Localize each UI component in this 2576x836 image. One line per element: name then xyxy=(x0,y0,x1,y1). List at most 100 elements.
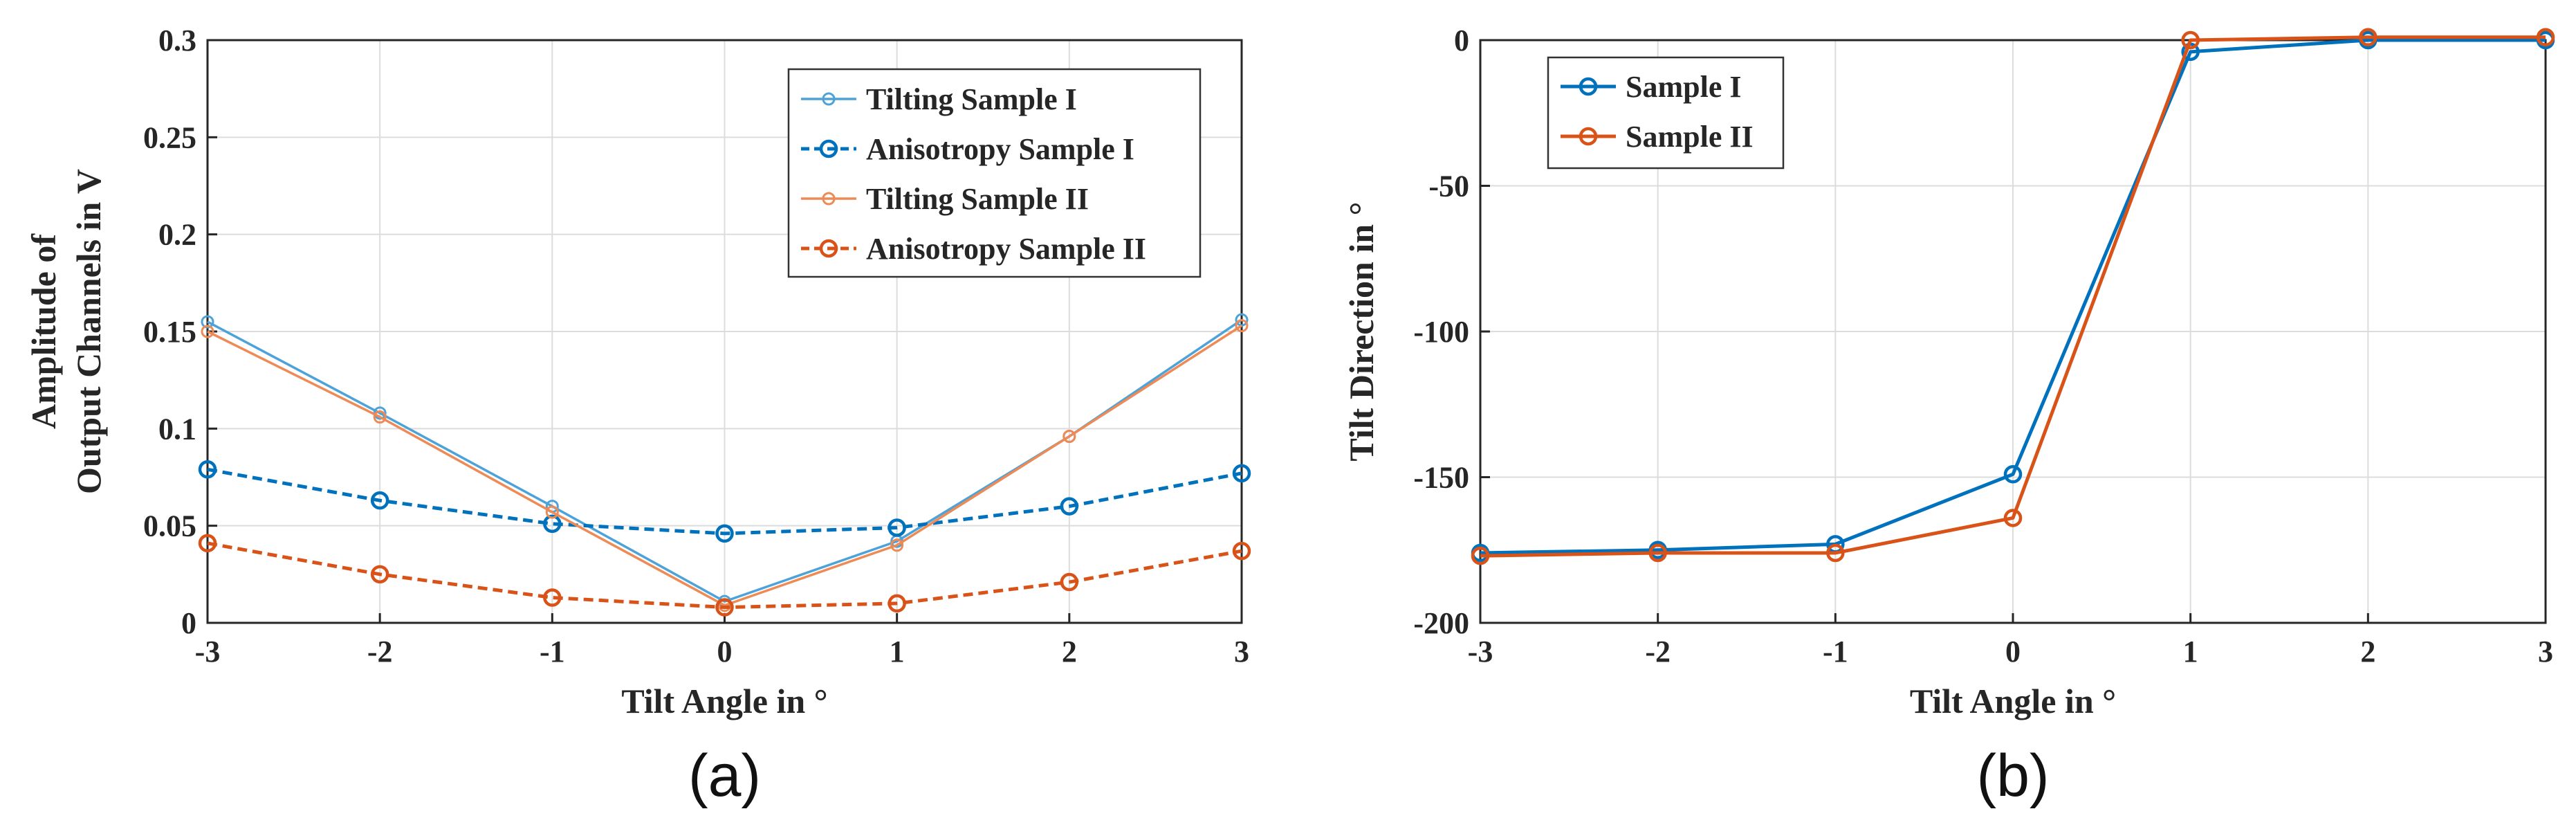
data-point xyxy=(545,505,559,519)
data-point xyxy=(198,534,217,553)
legend-marker xyxy=(822,192,836,206)
series-lines xyxy=(1471,28,2555,565)
legend-entry: Tilting Sample I xyxy=(801,82,1077,116)
data-point xyxy=(1826,543,1845,563)
y-axis-label-line-1: Amplitude of xyxy=(24,233,63,429)
x-tick-label: -3 xyxy=(1468,635,1493,669)
x-tick-label: -3 xyxy=(195,635,221,669)
data-point xyxy=(890,538,904,552)
legend-label: Anisotropy Sample I xyxy=(866,132,1134,166)
series-lines xyxy=(198,313,1251,617)
legend-marker xyxy=(1579,77,1598,96)
data-point xyxy=(2536,28,2555,47)
data-point xyxy=(373,410,387,424)
y-tick-label: -150 xyxy=(1413,461,1469,495)
legend-marker xyxy=(1579,127,1598,146)
data-point xyxy=(201,315,214,329)
y-axis-label: Tilt Direction in ° xyxy=(1342,201,1381,461)
x-axis-label: Tilt Angle in ° xyxy=(621,682,827,720)
y-tick-label: 0.15 xyxy=(143,315,196,349)
series-line xyxy=(1480,38,2546,555)
legend-label: Tilting Sample II xyxy=(866,182,1089,216)
legend-box xyxy=(1547,56,1785,170)
legend-entry: Anisotropy Sample II xyxy=(801,232,1146,266)
series-line xyxy=(207,467,1242,536)
legend-entry: Sample II xyxy=(1561,120,1754,154)
x-tick-label: -1 xyxy=(540,635,565,669)
data-point xyxy=(2181,30,2200,50)
x-tick-label: -1 xyxy=(1823,635,1848,669)
series-line xyxy=(1480,35,2546,558)
x-tick-label: 0 xyxy=(717,635,733,669)
x-tick-label: 1 xyxy=(890,635,905,669)
x-tick-label: 0 xyxy=(2005,635,2021,669)
legend-marker xyxy=(819,239,838,258)
y-tick-label: 0.1 xyxy=(158,412,196,446)
x-tick-label: 2 xyxy=(2360,635,2375,669)
legend: Tilting Sample I Anisotropy Sample I Til… xyxy=(787,68,1202,278)
y-ticks: -200 -150 -100 -50 0 xyxy=(1413,24,1490,640)
data-point xyxy=(1648,543,1667,563)
chart-panel-b: -3 -2 -1 0 1 2 3 -200 -150 -100 -50 0 Tilt Angle i… xyxy=(1342,24,2555,809)
data-point xyxy=(543,514,562,534)
legend-label: Sample II xyxy=(1626,120,1754,154)
data-point xyxy=(2003,465,2023,484)
data-point xyxy=(1235,319,1249,333)
data-point xyxy=(543,588,562,607)
data-point xyxy=(1232,541,1251,561)
data-point xyxy=(887,518,906,537)
data-point xyxy=(198,460,217,479)
legend-box xyxy=(787,68,1202,278)
x-tick-label: 1 xyxy=(2183,635,2198,669)
x-tick-label: 3 xyxy=(1234,635,1249,669)
data-point xyxy=(887,594,906,613)
data-point xyxy=(1060,572,1079,592)
legend-marker xyxy=(819,139,838,158)
panel-label: (b) xyxy=(1976,743,2049,809)
panel-label: (a) xyxy=(688,743,761,809)
data-point xyxy=(2359,28,2377,47)
x-tick-label: 2 xyxy=(1062,635,1077,669)
series-sample-ii xyxy=(1471,28,2555,565)
series-anisotropy-sample-i xyxy=(198,460,1251,543)
data-point xyxy=(1062,430,1076,444)
data-point xyxy=(1471,546,1490,565)
series-line xyxy=(207,541,1242,610)
data-point xyxy=(1060,497,1079,516)
y-tick-label: 0.2 xyxy=(158,218,196,252)
legend-marker xyxy=(822,92,836,106)
y-tick-label: -50 xyxy=(1428,170,1469,203)
series-anisotropy-sample-ii xyxy=(198,534,1251,617)
legend-label: Anisotropy Sample II xyxy=(866,232,1146,266)
data-point xyxy=(1232,464,1251,483)
y-axis-label-line-2: Output Channels in V xyxy=(69,169,108,494)
legend-entry: Tilting Sample II xyxy=(801,182,1089,216)
data-point xyxy=(715,598,734,617)
data-point xyxy=(370,491,389,510)
y-tick-label: -100 xyxy=(1413,315,1469,349)
legend-entry: Sample I xyxy=(1561,70,1741,104)
data-point xyxy=(201,325,214,338)
legend: Sample I Sample II xyxy=(1547,56,1785,170)
y-tick-label: 0.25 xyxy=(143,120,196,154)
y-tick-label: -200 xyxy=(1413,606,1469,640)
y-tick-label: 0 xyxy=(181,606,196,640)
data-point xyxy=(715,524,734,543)
x-tick-label: -2 xyxy=(367,635,393,669)
x-ticks: -3 -2 -1 0 1 2 3 xyxy=(1468,613,2553,669)
chart-panel-a: -3 -2 -1 0 1 2 3 0 0.05 0.1 0.15 0.2 0.25 0.3 Tilt A… xyxy=(24,24,1251,809)
series-tilting-sample-ii xyxy=(201,319,1249,612)
legend-label: Sample I xyxy=(1626,70,1741,104)
x-ticks: -3 -2 -1 0 1 2 3 xyxy=(195,613,1249,669)
legend-entry: Anisotropy Sample I xyxy=(801,132,1134,166)
x-tick-label: 3 xyxy=(2538,635,2553,669)
data-point xyxy=(1235,313,1249,327)
y-tick-label: 0.3 xyxy=(158,24,196,57)
data-point xyxy=(2003,509,2023,527)
y-tick-label: 0 xyxy=(1454,24,1469,57)
y-tick-label: 0.05 xyxy=(143,509,196,543)
legend-label: Tilting Sample I xyxy=(866,82,1077,116)
data-point xyxy=(370,565,389,584)
series-line xyxy=(207,325,1242,607)
